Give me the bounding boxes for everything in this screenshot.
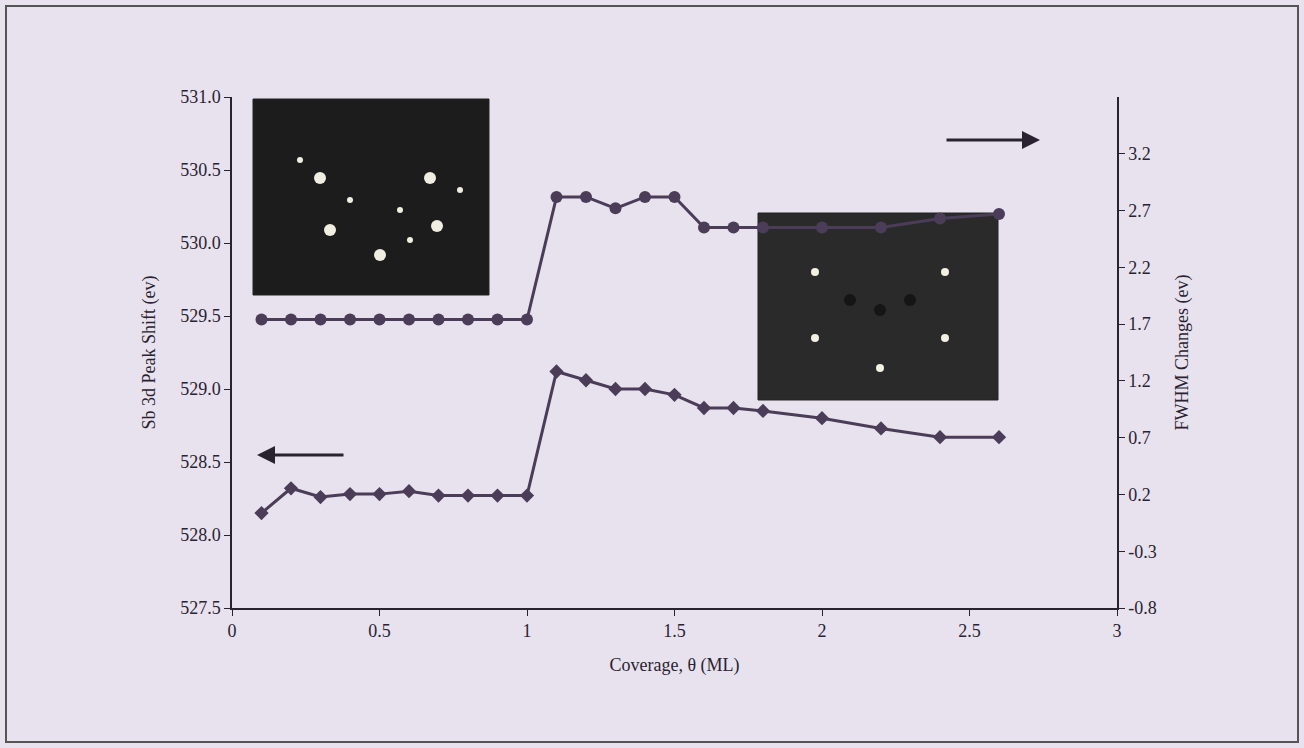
svg-text:530.0: 530.0 — [180, 233, 221, 253]
svg-text:531.0: 531.0 — [180, 87, 221, 107]
svg-text:528.0: 528.0 — [180, 525, 221, 545]
svg-text:1.7: 1.7 — [1128, 314, 1151, 334]
svg-text:-0.8: -0.8 — [1128, 598, 1157, 618]
svg-text:2.2: 2.2 — [1128, 258, 1151, 278]
svg-text:1: 1 — [523, 621, 532, 641]
svg-text:529.5: 529.5 — [180, 306, 221, 326]
svg-text:FWHM Changes (ev): FWHM Changes (ev) — [1172, 275, 1193, 431]
svg-text:2.7: 2.7 — [1128, 201, 1151, 221]
svg-text:529.0: 529.0 — [180, 379, 221, 399]
svg-text:Coverage, θ (ML): Coverage, θ (ML) — [609, 655, 739, 676]
svg-text:3.2: 3.2 — [1128, 144, 1151, 164]
svg-text:0.7: 0.7 — [1128, 428, 1151, 448]
svg-text:0.2: 0.2 — [1128, 485, 1151, 505]
svg-text:1.5: 1.5 — [663, 621, 686, 641]
svg-text:530.5: 530.5 — [180, 160, 221, 180]
svg-text:3: 3 — [1113, 621, 1122, 641]
svg-text:-0.3: -0.3 — [1128, 542, 1157, 562]
svg-text:0: 0 — [228, 621, 237, 641]
svg-text:2: 2 — [818, 621, 827, 641]
svg-text:528.5: 528.5 — [180, 452, 221, 472]
svg-text:Sb 3d Peak Shift (ev): Sb 3d Peak Shift (ev) — [139, 276, 160, 430]
svg-text:2.5: 2.5 — [958, 621, 981, 641]
svg-text:527.5: 527.5 — [180, 598, 221, 618]
svg-text:0.5: 0.5 — [368, 621, 391, 641]
svg-text:1.2: 1.2 — [1128, 371, 1151, 391]
